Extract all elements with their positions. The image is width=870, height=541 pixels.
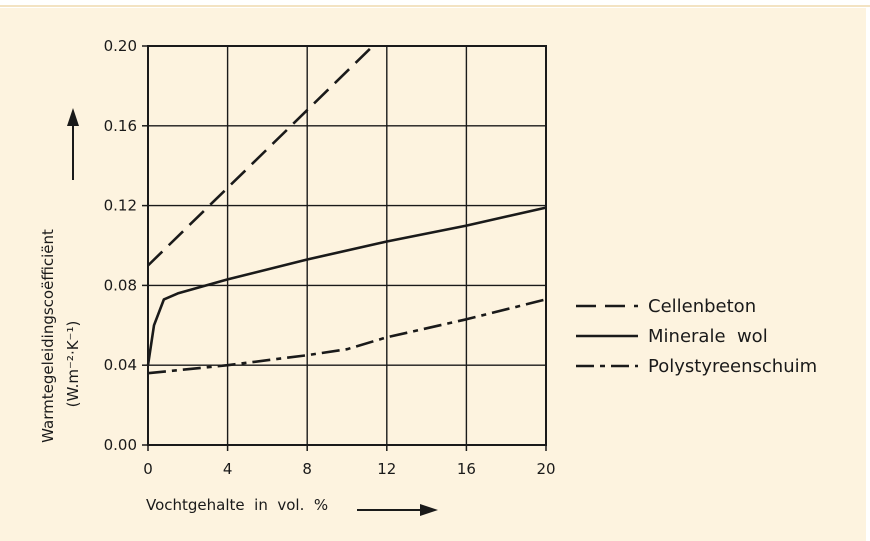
y-tick-label: 0.08 [104, 276, 137, 294]
legend-label: Polystyreenschuim [648, 356, 817, 377]
legend-label: Minerale wol [648, 326, 768, 347]
y-tick-label: 0.12 [104, 197, 137, 215]
y-tick-label: 0.16 [104, 117, 137, 135]
figure-panel: 0 4 8 12 16 20 0.00 0.04 0.08 0.12 0.16 0.20 Warmte… [0, 8, 866, 541]
x-tick-label: 20 [536, 460, 555, 478]
y-axis-label: Warmtegeleidingscoëfficiënt [39, 229, 57, 443]
legend: Cellenbeton Minerale wol Polystyreenschuim [576, 296, 817, 377]
y-tick-label: 0.04 [104, 356, 137, 374]
y-axis-unit: (W.m⁻²·K⁻¹) [64, 321, 82, 408]
x-tick-label: 0 [143, 460, 153, 478]
series-line-cellenbeton [147, 45, 374, 267]
series-lines [146, 45, 547, 375]
y-axis-arrow-icon [67, 108, 79, 180]
x-tick-label: 8 [302, 460, 312, 478]
grid [147, 45, 547, 446]
x-tick-label: 12 [377, 460, 396, 478]
y-tick-label: 0.20 [104, 37, 137, 55]
series-line-polystyreenschuim [147, 298, 547, 375]
y-tick-label: 0.00 [104, 436, 137, 454]
tick-labels: 0 4 8 12 16 20 0.00 0.04 0.08 0.12 0.16 0.20 [104, 37, 556, 478]
top-divider [0, 5, 870, 7]
plot-frame [147, 45, 547, 446]
x-tick-label: 16 [457, 460, 476, 478]
x-axis-arrow-icon [357, 504, 438, 516]
legend-label: Cellenbeton [648, 296, 756, 317]
series-line-minerale-wol [146, 206, 547, 366]
x-tick-label: 4 [223, 460, 233, 478]
line-chart: 0 4 8 12 16 20 0.00 0.04 0.08 0.12 0.16 0.20 Warmte… [39, 37, 817, 516]
x-axis-label: Vochtgehalte in vol. % [146, 496, 328, 514]
